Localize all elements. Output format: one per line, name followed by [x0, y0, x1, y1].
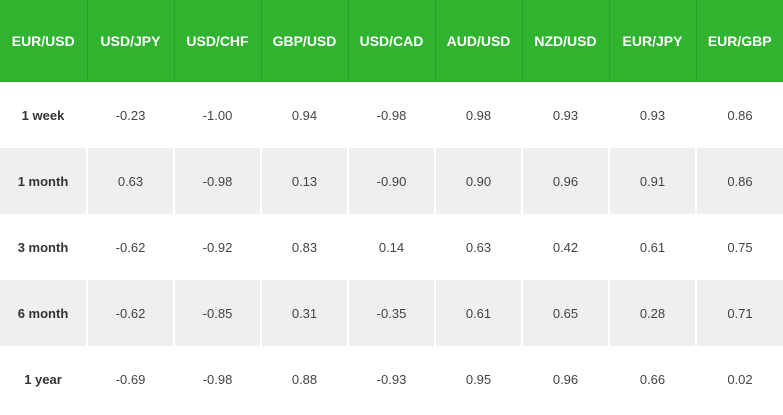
value-cell: 0.61 [608, 214, 696, 280]
value-cell: 0.93 [521, 82, 609, 148]
value-cell: -0.85 [173, 280, 261, 346]
value-cell: 0.66 [608, 346, 696, 412]
value-cell: 0.13 [260, 148, 348, 214]
value-cell: 0.02 [695, 346, 783, 412]
value-cell: 0.65 [521, 280, 609, 346]
value-cell: -0.98 [173, 346, 261, 412]
value-cell: 0.63 [86, 148, 174, 214]
value-cell: -1.00 [173, 82, 261, 148]
table-row: 6 month -0.62 -0.85 0.31 -0.35 0.61 0.65 0.28 0.… [0, 280, 783, 346]
value-cell: -0.93 [347, 346, 435, 412]
header-cell: USD/CAD [347, 0, 436, 82]
value-cell: -0.62 [86, 214, 174, 280]
row-label: 3 month [17, 239, 69, 255]
table-row: 1 year -0.69 -0.98 0.88 -0.93 0.95 0.96 0.66 0.0… [0, 346, 783, 412]
value-cell: -0.23 [86, 82, 174, 148]
value-cell: 0.95 [434, 346, 522, 412]
value-cell: 0.98 [434, 82, 522, 148]
header-cell: EUR/USD [0, 0, 88, 82]
value-cell: 0.14 [347, 214, 435, 280]
header-cell: AUD/USD [434, 0, 523, 82]
value-cell: -0.98 [347, 82, 435, 148]
value-cell: 0.71 [695, 280, 783, 346]
row-label: 1 year [24, 371, 62, 387]
value-cell: 0.28 [608, 280, 696, 346]
row-label: 6 month [0, 280, 87, 346]
value-cell: -0.69 [86, 346, 174, 412]
value-cell: 0.90 [434, 148, 522, 214]
value-cell: 0.61 [434, 280, 522, 346]
table-body: 1 week -0.23 -1.00 0.94 -0.98 0.98 0.93 0.93 0.8… [0, 82, 783, 412]
header-cell: EUR/JPY [608, 0, 697, 82]
header-row: EUR/USD USD/JPY USD/CHF GBP/USD USD/CAD AUD/U… [0, 0, 783, 82]
value-cell: 0.86 [695, 148, 783, 214]
value-cell: 0.88 [260, 346, 348, 412]
value-cell: 0.96 [521, 346, 609, 412]
header-cell: NZD/USD [521, 0, 610, 82]
row-label: 1 week [21, 107, 65, 123]
value-cell: 0.93 [608, 82, 696, 148]
row-label: 1 month [0, 148, 87, 214]
value-cell: 0.63 [434, 214, 522, 280]
value-cell: -0.98 [173, 148, 261, 214]
table-row: 3 month -0.62 -0.92 0.83 0.14 0.63 0.42 0.61 0.7… [0, 214, 783, 280]
value-cell: 0.96 [521, 148, 609, 214]
value-cell: -0.92 [173, 214, 261, 280]
value-cell: 0.91 [608, 148, 696, 214]
value-cell: 0.42 [521, 214, 609, 280]
value-cell: -0.90 [347, 148, 435, 214]
value-cell: 0.86 [695, 82, 783, 148]
header-cell: EUR/GBP [695, 0, 783, 82]
value-cell: -0.62 [86, 280, 174, 346]
value-cell: 0.75 [695, 214, 783, 280]
value-cell: 0.94 [260, 82, 348, 148]
header-cell: USD/CHF [173, 0, 262, 82]
table-row: 1 week -0.23 -1.00 0.94 -0.98 0.98 0.93 0.93 0.8… [0, 82, 783, 148]
value-cell: 0.31 [260, 280, 348, 346]
header-cell: GBP/USD [260, 0, 349, 82]
table-row: 1 month 0.63 -0.98 0.13 -0.90 0.90 0.96 0.91 0.8… [0, 148, 783, 214]
value-cell: 0.83 [260, 214, 348, 280]
header-cell: USD/JPY [86, 0, 175, 82]
value-cell: -0.35 [347, 280, 435, 346]
